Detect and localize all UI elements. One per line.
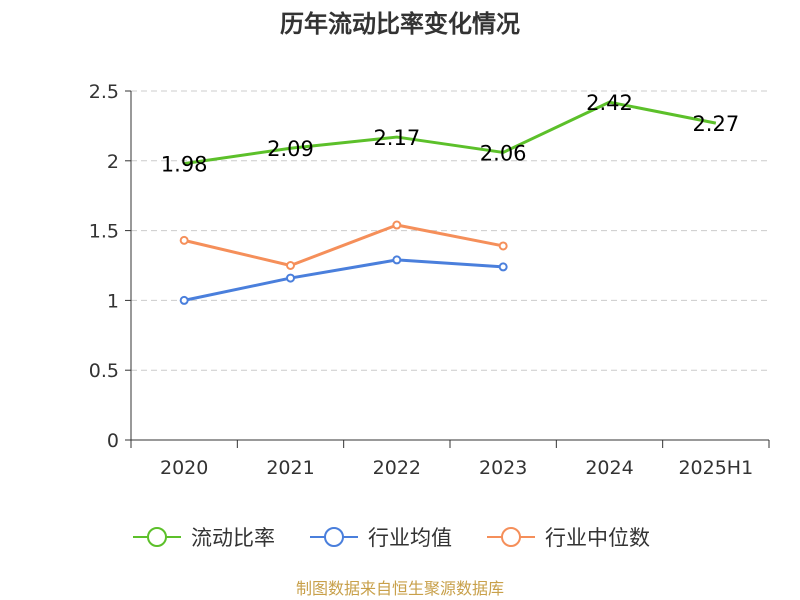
y-tick-label: 1 bbox=[107, 290, 119, 312]
series-line-0 bbox=[183, 100, 717, 166]
series-lines bbox=[179, 100, 717, 305]
x-tick-label: 2025H1 bbox=[678, 457, 753, 479]
legend-label: 行业均值 bbox=[368, 526, 452, 550]
y-tick-label: 1.5 bbox=[89, 221, 119, 243]
x-tick-label: 2021 bbox=[266, 457, 314, 479]
x-tick-label: 2024 bbox=[585, 457, 633, 479]
legend-item-2[interactable]: 行业中位数 bbox=[487, 526, 650, 550]
data-point[interactable] bbox=[392, 255, 402, 265]
legend-item-0[interactable]: 流动比率 bbox=[133, 526, 275, 550]
y-tick-label: 0 bbox=[107, 430, 119, 452]
data-label: 2.09 bbox=[267, 137, 314, 161]
legend-label: 行业中位数 bbox=[545, 526, 650, 550]
data-point[interactable] bbox=[179, 295, 189, 305]
data-label: 1.98 bbox=[161, 153, 208, 177]
y-tick-label: 2.5 bbox=[89, 81, 119, 103]
data-labels: 1.98 2.09 2.17 2.06 2.42 2.27 bbox=[161, 91, 739, 176]
y-tick-label: 2 bbox=[107, 151, 119, 173]
x-tick-label: 2023 bbox=[479, 457, 527, 479]
data-point[interactable] bbox=[286, 273, 295, 283]
data-label: 2.17 bbox=[373, 126, 420, 150]
x-tick-label: 2020 bbox=[160, 457, 208, 479]
chart-title: 历年流动比率变化情况 bbox=[280, 10, 520, 38]
legend: 流动比率 行业均值 行业中位数 bbox=[133, 526, 650, 550]
data-label: 2.42 bbox=[586, 91, 633, 115]
data-label: 2.06 bbox=[480, 141, 527, 165]
legend-marker bbox=[324, 527, 344, 547]
data-point[interactable] bbox=[392, 220, 402, 230]
axes: 0 0.5 1 1.5 2 2.5 2020 2021 2022 2023 2024 2025H1 bbox=[89, 81, 770, 479]
series-line-1 bbox=[183, 258, 504, 302]
series-line-2 bbox=[183, 223, 504, 267]
legend-item-1[interactable]: 行业均值 bbox=[310, 526, 452, 550]
data-label: 2.27 bbox=[692, 112, 739, 136]
source-note: 制图数据来自恒生聚源数据库 bbox=[296, 579, 504, 598]
data-point[interactable] bbox=[286, 261, 295, 270]
data-point[interactable] bbox=[498, 241, 508, 251]
grid-lines bbox=[131, 90, 769, 371]
x-tick-label: 2022 bbox=[373, 457, 421, 479]
y-tick-label: 0.5 bbox=[89, 360, 119, 382]
legend-marker bbox=[501, 527, 521, 547]
data-point[interactable] bbox=[498, 262, 508, 272]
legend-label: 流动比率 bbox=[191, 526, 275, 550]
legend-marker bbox=[147, 527, 167, 547]
data-point[interactable] bbox=[179, 235, 189, 245]
